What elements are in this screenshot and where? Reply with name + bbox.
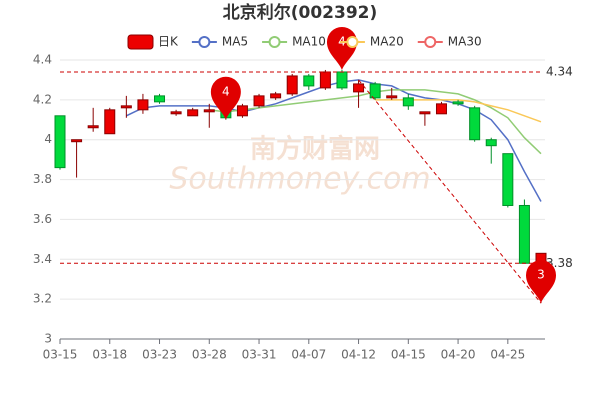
candle-body <box>54 115 66 169</box>
candle-body <box>286 75 298 95</box>
candle-body <box>187 109 199 117</box>
legend-label: MA30 <box>448 35 482 49</box>
watermark: 南方财富网 <box>250 134 380 165</box>
y-tick-label: 3.4 <box>33 252 52 266</box>
x-tick-label: 04-12 <box>341 348 376 362</box>
candle-body <box>518 204 530 264</box>
candle-body <box>303 75 315 87</box>
x-tick-label: 03-15 <box>43 348 78 362</box>
candle-body <box>71 139 83 143</box>
legend-swatch <box>127 34 154 50</box>
x-tick-label: 04-07 <box>291 348 326 362</box>
candle-body <box>120 105 132 109</box>
candle-body <box>137 99 149 111</box>
y-tick-label: 3.6 <box>33 212 52 226</box>
x-tick-label: 04-20 <box>441 348 476 362</box>
candle-body <box>154 95 166 103</box>
mark-pin-label: 3 <box>537 268 545 282</box>
candle-body <box>203 109 215 113</box>
mark-pin <box>210 76 241 120</box>
x-tick-label: 03-18 <box>92 348 127 362</box>
y-tick-label: 4.2 <box>33 92 52 106</box>
x-tick-label: 03-23 <box>142 348 177 362</box>
trend-line <box>358 79 542 304</box>
ma-line <box>375 99 542 123</box>
y-tick-label: 3 <box>44 332 52 346</box>
candle-body <box>452 101 464 105</box>
y-tick-label: 4.4 <box>33 53 52 67</box>
candle-body <box>386 95 398 99</box>
candle-body <box>87 125 99 129</box>
legend-label: MA10 <box>292 35 326 49</box>
candle-body <box>353 83 365 93</box>
candle-body <box>402 97 414 107</box>
x-tick-label: 04-15 <box>391 348 426 362</box>
candle-body <box>170 111 182 115</box>
legend-label: 日K <box>158 35 179 49</box>
candle-body <box>502 153 514 206</box>
candle-body <box>369 83 381 99</box>
legend-swatch <box>346 36 359 48</box>
candle-body <box>469 107 481 141</box>
legend-swatch <box>424 36 437 48</box>
x-tick-label: 03-31 <box>242 348 277 362</box>
chart-title: 北京利尔(002392) <box>223 2 378 23</box>
candle-body <box>485 139 497 147</box>
x-tick-label: 03-28 <box>192 348 227 362</box>
legend-swatch <box>198 36 211 48</box>
candle-body <box>336 71 348 89</box>
y-tick-label: 3.2 <box>33 292 52 306</box>
candle-body <box>419 111 431 115</box>
mark-line-label: 4.34 <box>546 64 573 78</box>
legend-label: MA20 <box>370 35 404 49</box>
candle-body <box>319 71 331 89</box>
candle-body <box>236 105 248 117</box>
mark-pin-label: 4 <box>222 84 230 98</box>
legend-label: MA5 <box>222 35 248 49</box>
legend-swatch <box>268 36 281 48</box>
candle-body <box>104 109 116 135</box>
candle-body <box>270 93 282 99</box>
mark-pin <box>526 260 556 304</box>
watermark: Southmoney.com <box>169 162 430 197</box>
candle-body <box>435 103 447 115</box>
y-tick-label: 3.8 <box>33 172 52 186</box>
candle-body <box>253 95 265 107</box>
x-tick-label: 04-25 <box>490 348 525 362</box>
y-tick-label: 4 <box>44 132 52 146</box>
